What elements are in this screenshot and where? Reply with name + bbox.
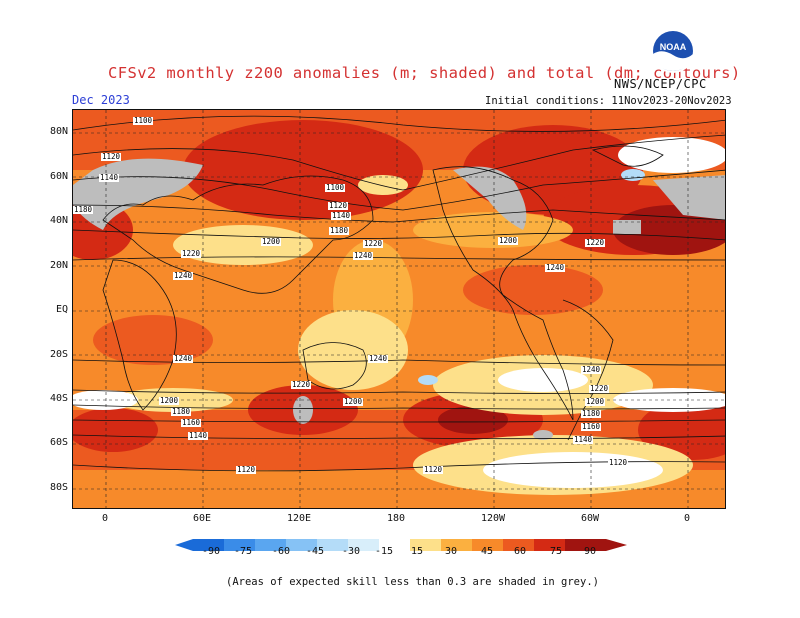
lon-label: 120E (286, 513, 312, 524)
contour-label: 1200 (261, 237, 282, 246)
contour-label: 1220 (585, 238, 606, 247)
lat-label: 40S (49, 393, 68, 404)
lon-label: 180 (386, 513, 406, 524)
colorbar (175, 536, 627, 555)
contour-label: 1200 (498, 236, 519, 245)
forecast-month: Dec 2023 (72, 93, 130, 107)
lat-label: 40N (49, 215, 68, 226)
contour-label: 1100 (325, 183, 346, 192)
colorbar-label: 15 (410, 546, 424, 557)
contour-label: 1240 (581, 365, 602, 374)
lat-label: 60N (49, 171, 68, 182)
contour-label: 1160 (581, 422, 602, 431)
contour-label: 1120 (608, 458, 629, 467)
contour-label: 1240 (173, 271, 194, 280)
contour-label: 1180 (171, 407, 192, 416)
lat-label: 60S (49, 437, 68, 448)
contour-label: 1180 (329, 226, 350, 235)
lat-label: EQ (55, 304, 68, 315)
lon-label: 120W (480, 513, 506, 524)
contour-label: 1220 (181, 249, 202, 258)
colorbar-label: -45 (305, 546, 325, 557)
contour-label: 1100 (133, 116, 154, 125)
contour-label: 1200 (585, 397, 606, 406)
contour-label: 1180 (581, 409, 602, 418)
contour-label: 1220 (291, 380, 312, 389)
contour-label: 1140 (573, 435, 594, 444)
contour-label: 1140 (331, 211, 352, 220)
contour-label: 1140 (188, 431, 209, 440)
lat-label: 20S (49, 349, 68, 360)
svg-text:NOAA: NOAA (660, 42, 687, 52)
colorbar-label: 45 (480, 546, 494, 557)
lat-label: 80S (49, 482, 68, 493)
lon-label: 60W (580, 513, 600, 524)
contour-label: 1240 (353, 251, 374, 260)
contour-label: 1240 (545, 263, 566, 272)
lat-label: 80N (49, 126, 68, 137)
colorbar-label: 30 (444, 546, 458, 557)
lat-label: 20N (49, 260, 68, 271)
contour-label: 1120 (236, 465, 257, 474)
anomaly-map: 1100 1120 1140 1100 1120 1140 1180 1180 … (72, 109, 726, 509)
contour-label: 1200 (343, 397, 364, 406)
organization-label: NWS/NCEP/CPC (614, 77, 707, 91)
colorbar-label: 60 (513, 546, 527, 557)
contour-label: 1160 (181, 418, 202, 427)
chart-title: CFSv2 monthly z200 anomalies (m; shaded)… (108, 64, 741, 82)
colorbar-label: 75 (549, 546, 563, 557)
colorbar-label: -60 (271, 546, 291, 557)
skill-note: (Areas of expected skill less than 0.3 a… (226, 576, 599, 588)
colorbar-label: -30 (341, 546, 361, 557)
contour-label: 1120 (328, 201, 349, 210)
contour-label: 1240 (368, 354, 389, 363)
contour-label: 1120 (101, 152, 122, 161)
contour-label: 1200 (159, 396, 180, 405)
colorbar-label: 90 (583, 546, 597, 557)
colorbar-label: -75 (233, 546, 253, 557)
lon-label: 60E (192, 513, 212, 524)
lon-label: 0 (683, 513, 691, 524)
contour-label: 1120 (423, 465, 444, 474)
colorbar-label: -15 (374, 546, 394, 557)
noaa-logo-icon: NOAA (650, 28, 696, 74)
contour-label: 1220 (589, 384, 610, 393)
colorbar-label: -90 (201, 546, 221, 557)
contour-label: 1140 (99, 173, 120, 182)
contour-label: 1220 (363, 239, 384, 248)
lon-label: 0 (101, 513, 109, 524)
initial-conditions: Initial conditions: 11Nov2023-20Nov2023 (485, 95, 732, 107)
contour-label: 1240 (173, 354, 194, 363)
contour-label: 1180 (73, 205, 94, 214)
